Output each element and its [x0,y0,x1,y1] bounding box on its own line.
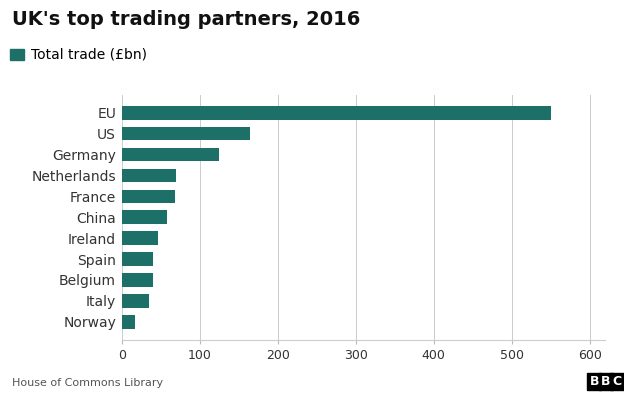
Text: B: B [601,375,610,388]
Bar [122,211,167,224]
Bar [122,106,550,120]
Bar [122,190,175,203]
Bar [122,252,153,266]
Text: C: C [612,375,622,388]
Legend: Total trade (£bn): Total trade (£bn) [10,48,147,62]
Text: House of Commons Library: House of Commons Library [12,378,163,388]
Bar [122,294,149,308]
Text: UK's top trading partners, 2016: UK's top trading partners, 2016 [12,10,361,29]
Bar [122,315,135,329]
Bar [122,231,158,245]
Bar [122,148,219,161]
Bar [122,169,176,182]
Bar [122,273,153,287]
Text: B: B [590,375,599,388]
Bar [122,127,250,141]
